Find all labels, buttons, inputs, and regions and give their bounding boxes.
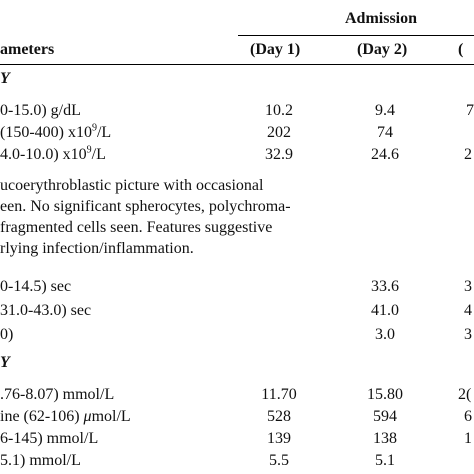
row-potassium-label: 5.1) mmol/L xyxy=(0,452,81,469)
row-wbc-day1: 32.9 xyxy=(265,146,293,163)
row-pt-day2: 33.6 xyxy=(371,278,399,295)
hematology-section-heading: Y xyxy=(0,70,10,87)
row-sodium-day1: 139 xyxy=(267,430,291,447)
biochemistry-section-heading: Y xyxy=(0,354,10,371)
day2-column-header: (Day 2) xyxy=(357,41,408,58)
row-potassium-day1: 5.5 xyxy=(269,452,289,469)
row-creatinine-label: ine (62-106) μmol/L xyxy=(0,408,131,425)
row-inr-day2: 3.0 xyxy=(375,326,395,343)
row-urea-label: .76-8.07) mmol/L xyxy=(0,386,115,403)
row-aptt-day3: 4 xyxy=(464,302,472,319)
day1-column-header: (Day 1) xyxy=(250,41,301,58)
row-urea-day1: 11.70 xyxy=(261,386,297,403)
blood-film-note-line4: rlying infection/inflammation. xyxy=(0,240,194,257)
row-aptt-day2: 41.0 xyxy=(371,302,399,319)
row-urea-day3: 2( xyxy=(458,386,472,403)
header-bottom-rule xyxy=(0,64,474,66)
row-hemoglobin-day1: 10.2 xyxy=(265,102,293,119)
row-creatinine-day3: 6 xyxy=(464,408,472,425)
row-sodium-day2: 138 xyxy=(373,430,397,447)
row-potassium-day2: 5.1 xyxy=(375,452,395,469)
row-urea-day2: 15.80 xyxy=(367,386,403,403)
row-sodium-day3: 1 xyxy=(464,430,472,447)
row-hemoglobin-day3: 7 xyxy=(466,102,474,119)
row-inr-label: 0) xyxy=(0,326,14,343)
row-wbc-label: 4.0-10.0) x109/L xyxy=(0,144,106,163)
row-platelets-label: (150-400) x109/L xyxy=(0,122,112,141)
row-inr-day3: 3 xyxy=(464,326,472,343)
day3-column-header: ( xyxy=(458,41,464,58)
admission-underline xyxy=(238,35,474,36)
row-hemoglobin-day2: 9.4 xyxy=(375,102,395,119)
blood-film-note-line1: ucoerythroblastic picture with occasiona… xyxy=(0,177,264,194)
row-creatinine-day2: 594 xyxy=(373,408,397,425)
blood-film-note-line3: fragmented cells seen. Features suggesti… xyxy=(0,219,273,236)
row-wbc-day3: 2 xyxy=(464,146,472,163)
parameters-column-header: ameters xyxy=(0,41,55,58)
row-creatinine-day1: 528 xyxy=(267,408,291,425)
row-platelets-day2: 74 xyxy=(377,124,393,141)
row-wbc-day2: 24.6 xyxy=(371,146,399,163)
row-sodium-label: 6-145) mmol/L xyxy=(0,430,99,447)
row-hemoglobin-label: 0-15.0) g/dL xyxy=(0,102,81,119)
row-pt-day3: 3 xyxy=(464,278,472,295)
blood-film-note-line2: een. No significant spherocytes, polychr… xyxy=(0,198,291,215)
row-platelets-day1: 202 xyxy=(267,124,291,141)
row-pt-label: 0-14.5) sec xyxy=(0,278,72,295)
admission-group-header: Admission xyxy=(345,10,418,27)
row-aptt-label: 31.0-43.0) sec xyxy=(0,302,92,319)
